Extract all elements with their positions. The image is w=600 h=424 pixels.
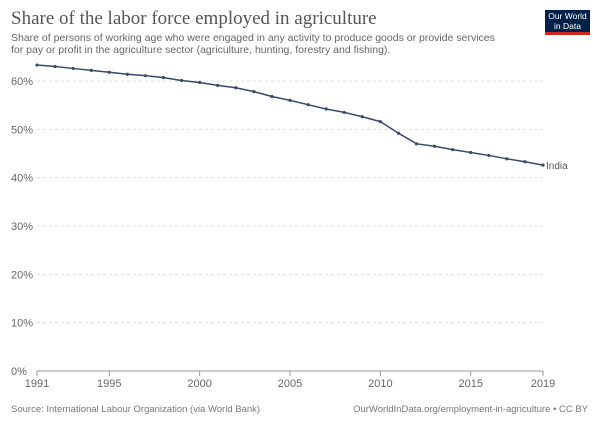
x-tick-label: 1995 (97, 378, 121, 390)
data-point (143, 74, 148, 78)
data-point (541, 163, 545, 167)
series-line-india (36, 64, 544, 166)
x-tick-label: 2019 (531, 378, 555, 390)
data-point (161, 76, 166, 80)
data-point (252, 90, 256, 94)
chart-subtitle: Share of persons of working age who were… (11, 32, 495, 56)
data-point (35, 63, 39, 67)
data-point (53, 64, 57, 69)
data-point (71, 66, 75, 71)
chart-title: Share of the labor force employed in agr… (11, 8, 377, 29)
data-point (270, 94, 274, 99)
y-tick-label: 20% (11, 269, 33, 281)
data-point (378, 120, 382, 124)
source-note[interactable]: Source: International Labour Organizatio… (11, 404, 261, 415)
data-point (89, 68, 93, 72)
data-point (216, 83, 220, 87)
data-point (432, 144, 437, 148)
data-point (179, 78, 184, 83)
y-tick-label: 0% (11, 366, 27, 378)
x-tick-label: 2005 (278, 378, 302, 390)
data-point (125, 72, 129, 76)
y-tick-label: 50% (11, 124, 33, 136)
footer-url[interactable]: OurWorldInData.org/employment-in-agricul… (353, 404, 588, 415)
data-point (306, 103, 310, 107)
data-point (487, 153, 491, 158)
x-tick-label: 1991 (25, 378, 49, 390)
data-point (523, 160, 527, 164)
data-point (505, 157, 509, 161)
owid-logo[interactable]: Our World in Data (545, 10, 590, 35)
data-point (469, 150, 473, 155)
data-point (288, 98, 292, 102)
y-tick-label: 40% (11, 173, 33, 185)
data-point (360, 115, 364, 119)
series-label-india: India (546, 161, 568, 172)
data-point (414, 142, 419, 146)
data-point (234, 86, 238, 90)
y-tick-label: 10% (11, 318, 33, 330)
data-point (324, 107, 328, 111)
y-tick-label: 60% (11, 76, 33, 88)
x-tick-label: 2010 (368, 378, 392, 390)
data-point (342, 110, 346, 115)
data-point (198, 80, 202, 85)
data-point (107, 70, 111, 74)
y-tick-label: 30% (11, 221, 33, 233)
data-point (396, 131, 401, 135)
x-tick-label: 2015 (458, 378, 482, 390)
x-tick-label: 2000 (187, 378, 211, 390)
data-point (451, 148, 455, 152)
